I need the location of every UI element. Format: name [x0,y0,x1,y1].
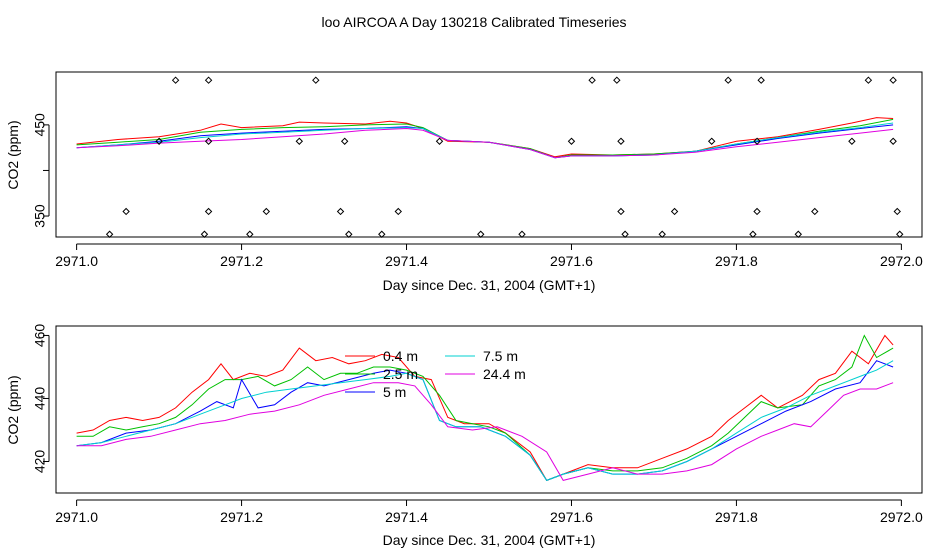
flag-marker [893,207,901,216]
flag-marker [757,76,765,84]
flag-marker [707,137,716,145]
flag-marker [658,230,666,238]
bottom-y-tick-label: 440 [32,387,48,411]
flag-marker [794,230,802,238]
top-x-axis-label: Day since Dec. 31, 2004 (GMT+1) [383,277,596,293]
top-x-axis: 2971.0 2971.2 2971.4 2971.6 2971.8 2972.0 [55,243,923,269]
flag-marker [246,230,254,238]
flag-marker [345,230,353,238]
top-x-tick-label: 2971.8 [715,253,758,269]
flag-marker [262,207,271,216]
bottom-series-line-5 [76,382,894,481]
legend: 0.4 m 2.5 m 5 m 7.5 m 24.4 m [345,348,526,400]
flag-marker [724,76,732,84]
flag-marker [889,137,897,145]
flag-marker [105,230,114,238]
legend-label: 0.4 m [383,348,418,364]
flag-marker [204,137,213,145]
flag-marker [200,230,209,238]
legend-label: 7.5 m [483,348,518,364]
bottom-x-tick-label: 2971.0 [55,509,98,525]
flag-marker [588,76,596,84]
flag-marker [477,230,485,238]
flag-marker [749,230,757,238]
top-series-line-4 [76,122,894,159]
flag-marker [848,137,856,145]
bottom-x-tick-label: 2971.8 [715,509,758,525]
top-markers-group [105,76,904,238]
bottom-y-tick-label: 460 [32,324,48,348]
flag-marker [155,137,163,145]
bottom-x-tick-label: 2971.2 [220,509,263,525]
flag-marker [394,207,402,216]
top-x-tick-label: 2971.0 [55,253,98,269]
bottom-x-tick-label: 2971.6 [550,509,593,525]
flag-marker [122,207,130,216]
bottom-series-group [76,334,894,482]
top-x-tick-label: 2971.4 [385,253,428,269]
flag-marker [312,76,320,84]
flag-marker [621,230,629,238]
top-x-tick-label: 2971.6 [550,253,593,269]
top-series-line-5 [76,127,894,159]
bottom-series-line-1 [76,334,894,482]
flag-marker [753,137,761,145]
flag-marker [336,207,345,216]
top-y-axis: 350 450 [32,113,50,228]
top-y-tick-label: 350 [32,204,48,228]
legend-label: 24.4 m [483,366,526,382]
flag-marker [435,137,444,145]
bottom-x-axis: 2971.0 2971.2 2971.4 2971.6 2971.8 2972.0 [55,499,923,525]
flag-marker [753,207,761,216]
legend-label: 2.5 m [383,366,418,382]
flag-marker [896,230,904,238]
top-x-tick-label: 2972.0 [880,253,923,269]
figure-title: loo AIRCOA A Day 130218 Calibrated Times… [321,14,626,30]
flag-marker [613,76,621,84]
bottom-plot-frame [55,325,923,494]
flag-marker [864,76,873,84]
flag-marker [889,76,897,84]
flag-marker [295,137,304,145]
flag-marker [811,207,819,216]
top-series-group [76,117,894,159]
top-y-tick-label: 450 [32,113,48,137]
bottom-series-line-2 [76,334,894,482]
bottom-x-tick-label: 2971.4 [385,509,428,525]
bottom-y-axis-label: CO2 (ppm) [5,375,21,444]
flag-marker [204,207,213,216]
bottom-y-tick-label: 420 [32,450,48,474]
flag-marker [378,230,386,238]
bottom-series-line-4 [76,360,894,482]
bottom-y-axis: 420 440 460 [32,324,50,474]
top-y-axis-label: CO2 (ppm) [5,120,21,189]
bottom-x-tick-label: 2972.0 [880,509,923,525]
flag-marker [518,230,526,238]
flag-marker [567,137,576,145]
flag-marker [171,76,180,84]
bottom-x-axis-label: Day since Dec. 31, 2004 (GMT+1) [383,532,596,548]
top-x-tick-label: 2971.2 [220,253,263,269]
flag-marker [340,137,349,145]
bottom-panel: Day since Dec. 31, 2004 (GMT+1) CO2 (ppm… [5,324,923,548]
top-panel: Day since Dec. 31, 2004 (GMT+1) CO2 (ppm… [5,71,923,293]
top-series-line-1 [76,117,894,158]
flag-marker [670,207,679,216]
legend-label: 5 m [383,384,406,400]
top-plot-frame [55,71,923,238]
flag-marker [204,76,213,84]
flag-marker [617,207,625,216]
flag-marker [617,137,625,145]
